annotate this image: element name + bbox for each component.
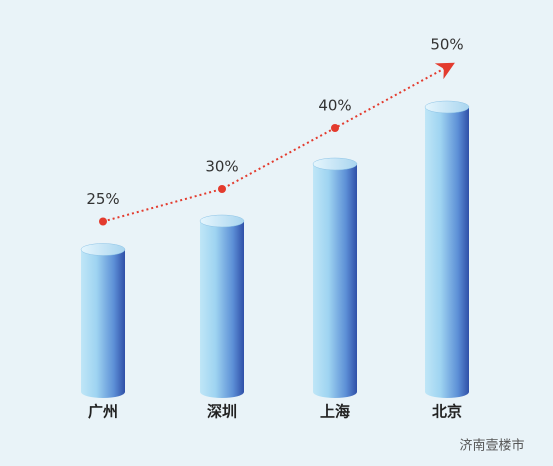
value-label: 30% (205, 158, 238, 176)
bar-top (199, 214, 245, 228)
bar-top (424, 100, 470, 114)
value-label: 50% (430, 36, 463, 54)
bar (313, 164, 357, 398)
value-label: 25% (86, 190, 119, 208)
point (331, 124, 339, 132)
point (218, 185, 226, 193)
trend-line (102, 62, 455, 223)
bar-top (312, 157, 358, 171)
bar-top (80, 243, 126, 256)
x-tick-label: 广州 (88, 403, 118, 421)
bar (425, 107, 469, 398)
watermark: 济南壹楼市 (459, 438, 524, 454)
x-tick-label: 北京 (432, 403, 462, 421)
x-tick-label: 深圳 (207, 403, 237, 421)
point (99, 217, 107, 226)
bar (200, 221, 244, 398)
x-tick-label: 上海 (320, 403, 350, 421)
bar (81, 249, 125, 398)
value-label: 40% (318, 97, 351, 115)
